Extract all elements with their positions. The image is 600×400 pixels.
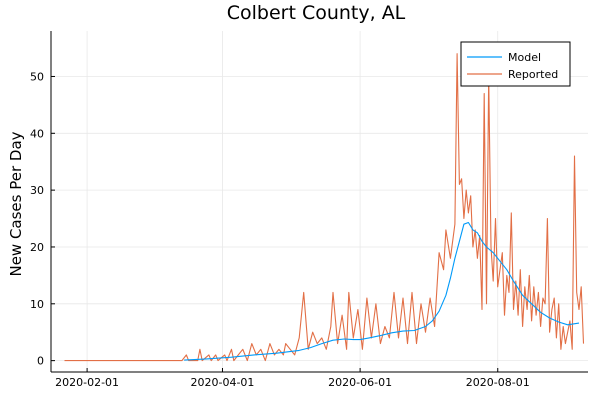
legend-label-reported: Reported <box>508 68 558 81</box>
axes <box>50 31 588 373</box>
y-tick-label: 10 <box>30 298 44 311</box>
x-tick-label: 2020-06-01 <box>328 376 392 389</box>
series-line-model <box>184 221 580 361</box>
tick-labels: 2020-02-01 2020-04-01 2020-06-01 2020-08-01… <box>30 70 530 389</box>
series-lines <box>64 53 585 362</box>
y-tick-label: 50 <box>30 70 44 83</box>
y-tick-label: 30 <box>30 184 44 197</box>
series-line-reported <box>64 53 585 362</box>
chart-title: Colbert County, AL <box>227 2 406 24</box>
y-tick-label: 20 <box>30 241 44 254</box>
y-tick-label: 40 <box>30 127 44 140</box>
x-tick-label: 2020-04-01 <box>191 376 255 389</box>
legend: Model Reported <box>460 41 571 87</box>
x-tick-label: 2020-02-01 <box>55 376 119 389</box>
y-tick-label: 0 <box>37 355 44 368</box>
legend-box <box>460 41 571 87</box>
x-tick-label: 2020-08-01 <box>466 376 530 389</box>
y-axis-label: New Cases Per Day <box>7 131 25 276</box>
legend-label-model: Model <box>508 51 541 64</box>
